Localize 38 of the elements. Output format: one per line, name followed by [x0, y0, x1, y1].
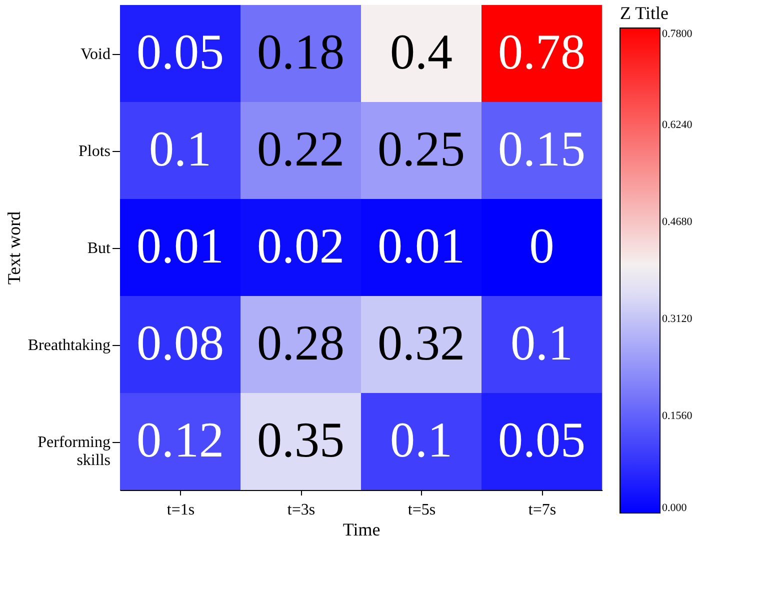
y-tick-label: Void: [80, 46, 110, 63]
y-tick-label: But: [87, 240, 112, 257]
y-tick-label: Plots: [78, 143, 110, 160]
x-tick-label: t=5s: [408, 502, 436, 518]
color-bar-label: 0.1560: [662, 410, 693, 422]
color-bar-label: 0.6240: [662, 119, 693, 131]
data-label: 0.1: [510, 314, 573, 370]
data-label: 0.08: [136, 314, 224, 370]
color-bar-label: 0.3120: [662, 313, 693, 325]
x-tick-label: t=7s: [528, 502, 556, 518]
data-label: 0.02: [257, 218, 344, 274]
data-label: 0.05: [498, 412, 586, 468]
data-label: 0.01: [136, 218, 224, 274]
y-tick-label: Breathtaking: [28, 337, 110, 354]
y-axis-title: Text word: [4, 211, 24, 285]
data-label: 0.4: [390, 24, 452, 80]
x-tick-label: t=3s: [287, 502, 316, 518]
data-label: 0.1: [149, 120, 212, 176]
data-label: 0.78: [498, 24, 586, 80]
data-label: 0.28: [257, 314, 344, 370]
x-axis-title: Time: [342, 520, 380, 540]
data-label: 0.05: [136, 24, 224, 80]
data-label: 0.1: [390, 412, 452, 468]
data-label: 0.18: [257, 24, 344, 80]
color-bar-label: 0.000: [662, 502, 688, 514]
data-label: 0.22: [257, 120, 344, 176]
data-label: 0.12: [136, 412, 224, 468]
x-tick-label: t=1s: [166, 502, 195, 518]
color-bar-label: 0.7800: [662, 28, 693, 40]
data-label: 0.25: [378, 120, 465, 176]
y-tick-label: Performing skills: [38, 434, 110, 469]
data-label: 0: [529, 218, 554, 274]
data-label: 0.35: [257, 412, 344, 468]
data-label: 0.15: [498, 120, 586, 176]
legend-title: Z Title: [620, 3, 669, 23]
color-bar-label: 0.4680: [662, 216, 693, 228]
data-label: 0.01: [378, 218, 465, 274]
data-label: 0.32: [378, 314, 465, 370]
